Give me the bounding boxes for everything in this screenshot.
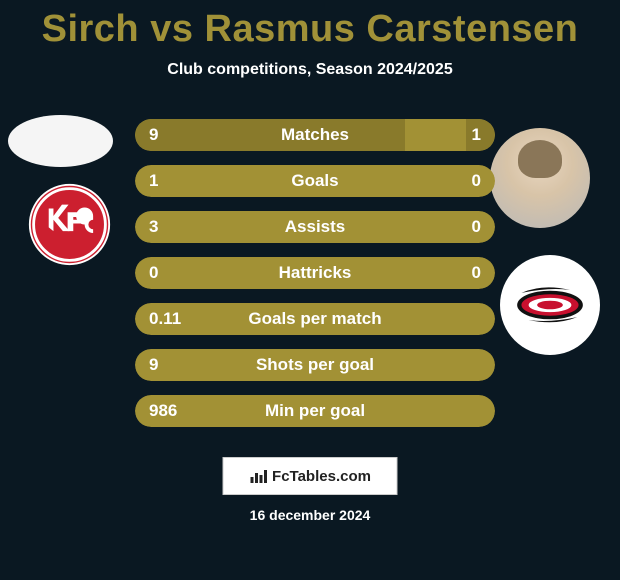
- stat-row: 0 0 Hattricks: [135, 257, 495, 289]
- brand-text: FcTables.com: [272, 468, 371, 485]
- footer-date: 16 december 2024: [250, 507, 371, 523]
- bar-left-value: 986: [149, 401, 177, 421]
- bar-left-value: 0.11: [149, 309, 181, 329]
- bar-left-value: 1: [149, 171, 158, 191]
- bar-stat-label: Shots per goal: [256, 355, 374, 375]
- bar-stat-label: Assists: [285, 217, 345, 237]
- bar-right-value: 0: [472, 263, 481, 283]
- bar-stat-label: Hattricks: [279, 263, 352, 283]
- page-title: Sirch vs Rasmus Carstensen: [0, 0, 620, 51]
- stat-row: 0.11 Goals per match: [135, 303, 495, 335]
- bar-stat-label: Goals: [291, 171, 338, 191]
- bar-left-value: 9: [149, 355, 158, 375]
- bar-right-value: 0: [472, 171, 481, 191]
- bar-left-value: 9: [149, 125, 158, 145]
- bar-right-value: 1: [472, 125, 481, 145]
- stat-row: 9 Shots per goal: [135, 349, 495, 381]
- stat-row: 3 0 Assists: [135, 211, 495, 243]
- bar-right-value: 0: [472, 217, 481, 237]
- bar-left-value: 3: [149, 217, 158, 237]
- bar-chart-icon: [249, 468, 267, 484]
- bar-left-fill: [135, 119, 405, 151]
- bar-stat-label: Matches: [281, 125, 349, 145]
- stat-row: 1 0 Goals: [135, 165, 495, 197]
- page-subtitle: Club competitions, Season 2024/2025: [0, 61, 620, 79]
- bar-left-value: 0: [149, 263, 158, 283]
- stat-row: 9 1 Matches: [135, 119, 495, 151]
- bar-stat-label: Min per goal: [265, 401, 365, 421]
- brand-badge: FcTables.com: [223, 457, 398, 495]
- stat-row: 986 Min per goal: [135, 395, 495, 427]
- comparison-bars: 9 1 Matches 1 0 Goals 3 0 Assists 0 0 Hattricks 0.11…: [0, 109, 620, 449]
- bar-stat-label: Goals per match: [248, 309, 381, 329]
